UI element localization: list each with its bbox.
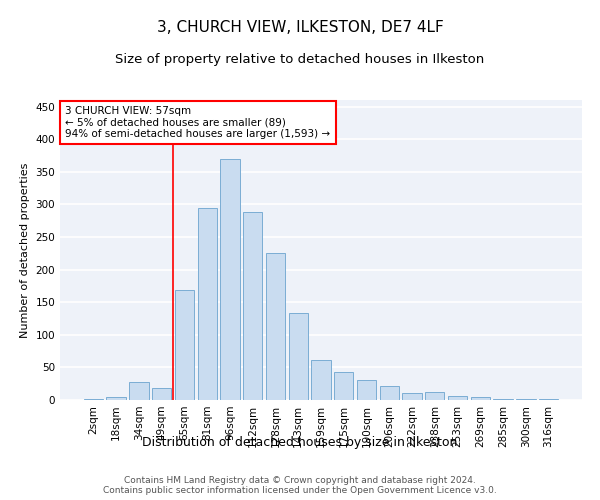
Text: 3 CHURCH VIEW: 57sqm
← 5% of detached houses are smaller (89)
94% of semi-detach: 3 CHURCH VIEW: 57sqm ← 5% of detached ho… [65, 106, 331, 139]
Bar [311, 360, 331, 400]
Bar [84, 398, 103, 400]
Text: Size of property relative to detached houses in Ilkeston: Size of property relative to detached ho… [115, 52, 485, 66]
Bar [106, 396, 126, 400]
Text: 3, CHURCH VIEW, ILKESTON, DE7 4LF: 3, CHURCH VIEW, ILKESTON, DE7 4LF [157, 20, 443, 35]
Bar [129, 382, 149, 400]
Bar [470, 398, 490, 400]
Bar [266, 254, 285, 400]
Bar [197, 208, 217, 400]
Bar [152, 388, 172, 400]
Text: Distribution of detached houses by size in Ilkeston: Distribution of detached houses by size … [142, 436, 458, 449]
Bar [357, 380, 376, 400]
Bar [334, 372, 353, 400]
Y-axis label: Number of detached properties: Number of detached properties [20, 162, 30, 338]
Bar [243, 212, 262, 400]
Bar [448, 396, 467, 400]
Bar [403, 394, 422, 400]
Text: Contains HM Land Registry data © Crown copyright and database right 2024.
Contai: Contains HM Land Registry data © Crown c… [103, 476, 497, 495]
Bar [220, 158, 239, 400]
Bar [175, 290, 194, 400]
Bar [289, 312, 308, 400]
Bar [380, 386, 399, 400]
Bar [425, 392, 445, 400]
